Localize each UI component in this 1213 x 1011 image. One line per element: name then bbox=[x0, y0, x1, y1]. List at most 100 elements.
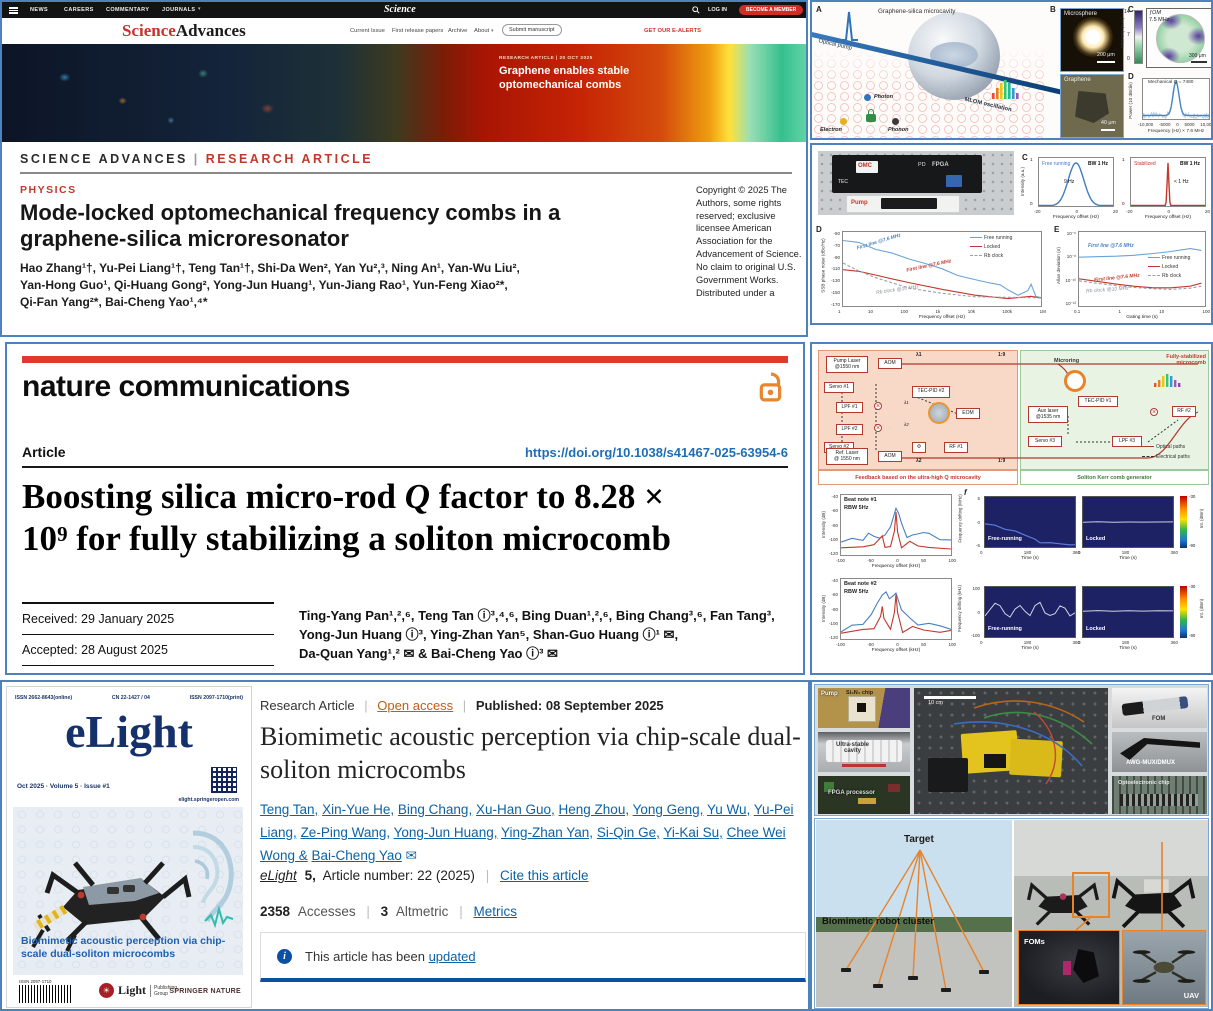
subnav-first-release[interactable]: First release papers bbox=[392, 28, 444, 34]
nav-item-news[interactable]: NEWS bbox=[30, 7, 49, 13]
title-line1: Mode-locked optomechanical frequency com… bbox=[20, 200, 561, 225]
authors-line1[interactable]: Hao Zhang¹†, Yu-Pei Liang¹†, Teng Tan¹†,… bbox=[20, 261, 520, 275]
author-link[interactable]: Xu-Han Guo, bbox=[475, 802, 555, 817]
nav-item-careers[interactable]: CAREERS bbox=[64, 7, 94, 13]
hexapod-robot-illustration bbox=[31, 861, 192, 952]
author-link[interactable]: Chee Wei Wong & bbox=[260, 825, 786, 863]
author-link[interactable]: Yi-Kai Su, bbox=[663, 825, 723, 840]
x-axis-label: Frequency offset (kHz) bbox=[871, 648, 921, 653]
author-link[interactable]: Bing Chang, bbox=[397, 802, 473, 817]
pump-module: Pump bbox=[846, 195, 960, 213]
altmetric-count: 3 bbox=[380, 904, 389, 919]
uav-inset-photo: UAV bbox=[1122, 930, 1206, 1005]
microcavity-icon bbox=[928, 402, 950, 424]
x-ticks: -20 0 20 bbox=[1126, 209, 1210, 214]
logo-advances[interactable]: Advances bbox=[175, 21, 246, 40]
become-member-button[interactable]: BECOME A MEMBER bbox=[739, 5, 804, 15]
control-board bbox=[832, 155, 982, 193]
omc-label: OMC bbox=[858, 163, 872, 169]
subnav-about[interactable]: About bbox=[474, 28, 490, 34]
chevron-down-icon: ▾ bbox=[198, 6, 201, 12]
cb-tick: -30 bbox=[1189, 584, 1196, 589]
lpf3-box: LPF #3 bbox=[1112, 436, 1142, 447]
nav-item-commentary[interactable]: COMMENTARY bbox=[106, 7, 150, 13]
section-label[interactable]: PHYSICS bbox=[20, 184, 77, 196]
authors-line3[interactable]: Da-Quan Yang¹,² ✉ & Bai-Cheng Yao ⓘ³ ✉ bbox=[299, 646, 558, 661]
panel-a-title: Graphene-silica microcavity bbox=[878, 8, 956, 15]
y-ticks: -40 -60 -80 -100 -120 bbox=[828, 578, 838, 640]
mixer-icon bbox=[1150, 408, 1158, 416]
oe-chip-label: Optoelectronic chip bbox=[1118, 780, 1170, 786]
lambda1-label: λ1 bbox=[916, 352, 922, 358]
nav-item-journals[interactable]: JOURNALS bbox=[162, 7, 196, 13]
author-link[interactable]: Heng Zhou, bbox=[558, 802, 630, 817]
author-link[interactable]: Ze-Ping Wang, bbox=[300, 825, 391, 840]
submit-manuscript-button[interactable]: Submit manuscript bbox=[502, 24, 562, 36]
author-link[interactable]: Teng Tan, bbox=[260, 802, 319, 817]
cite-this-article-link[interactable]: Cite this article bbox=[499, 868, 589, 883]
login-link[interactable]: LOG IN bbox=[708, 7, 727, 13]
divider bbox=[22, 466, 788, 468]
phase-noise-chart bbox=[842, 231, 1042, 307]
author-link[interactable]: Yong Geng, bbox=[632, 802, 704, 817]
cluster-label: Biomimetic robot cluster bbox=[822, 916, 934, 927]
figure-3: Pump Laser @1550 nm AOM Servo #1 LPF #1 … bbox=[810, 342, 1213, 675]
envelope-icon[interactable]: ✉ bbox=[405, 848, 417, 863]
doi-link[interactable]: https://doi.org/10.1038/s41467-025-63954… bbox=[524, 445, 788, 460]
science-logo[interactable]: Science bbox=[384, 4, 416, 15]
phi-box: Φ bbox=[912, 442, 926, 453]
cb-tick: -90 bbox=[1189, 633, 1196, 638]
author-link[interactable]: Yu Wu, bbox=[706, 802, 751, 817]
cover-site[interactable]: elight.springeropen.com bbox=[178, 797, 239, 803]
y-ticks: -50 -70 -90 -110 -130 -150 -170 bbox=[830, 231, 840, 307]
intensity-colorbar bbox=[1180, 496, 1187, 548]
pump-label: Pump bbox=[821, 691, 838, 697]
hero-caption-line2[interactable]: optomechanical combs bbox=[499, 79, 622, 91]
author-link[interactable]: Xin-Yue He, bbox=[322, 802, 395, 817]
nature-communications-logo[interactable]: nature communications bbox=[22, 370, 350, 403]
y-tick: 1 bbox=[1122, 157, 1125, 162]
author-link[interactable]: Bai-Cheng Yao bbox=[311, 848, 402, 863]
microsphere-photo-label: Microsphere bbox=[1064, 11, 1098, 17]
subnav-archive[interactable]: Archive bbox=[448, 28, 468, 34]
author-link[interactable]: Yu-Pei Liang, bbox=[260, 802, 794, 840]
author-link[interactable]: Si-Qin Ge, bbox=[596, 825, 660, 840]
graphene-photo-label: Graphene bbox=[1064, 77, 1091, 83]
author-link[interactable]: Yong-Jun Huang, bbox=[393, 825, 498, 840]
article-title: Mode-locked optomechanical frequency com… bbox=[20, 200, 670, 252]
y-ticks: -40 -60 -80 -100 -120 bbox=[828, 494, 838, 556]
panel-b-label: B bbox=[1050, 5, 1056, 14]
open-access-link[interactable]: Open access bbox=[377, 698, 454, 713]
figure-1: A Graphene-silica microcavity Optical pu… bbox=[810, 0, 1213, 140]
author-link[interactable]: Ying-Zhan Yan, bbox=[500, 825, 594, 840]
intensity-colorbar bbox=[1134, 10, 1143, 64]
cb-tick: -90 bbox=[1189, 543, 1196, 548]
issn-online: ISSN 2662-8643(online) bbox=[15, 695, 73, 701]
divider bbox=[20, 172, 792, 174]
authors-line3[interactable]: Qi-Fan Yang²*, Bai-Cheng Yao¹,⁴* bbox=[20, 295, 208, 309]
breadcrumb-divider: | bbox=[193, 152, 200, 166]
mode-profile-circle bbox=[1156, 14, 1205, 63]
metrics-link[interactable]: Metrics bbox=[473, 904, 517, 919]
authors-line2[interactable]: Yong-Jun Huang ⓘ³, Ying-Zhan Yan⁵, Shan-… bbox=[299, 627, 679, 642]
search-icon[interactable] bbox=[692, 6, 700, 14]
fom-photo: FOM bbox=[1112, 688, 1207, 728]
author-list: Ting-Yang Pan¹,²,⁶, Teng Tan ⓘ³,⁴,⁶, Bin… bbox=[299, 606, 799, 663]
authors-line1[interactable]: Ting-Yang Pan¹,²,⁶, Teng Tan ⓘ³,⁴,⁶, Bin… bbox=[299, 608, 775, 623]
x-ticks: -100 -50 0 50 100 bbox=[836, 642, 956, 647]
e-alerts-link[interactable]: GET OUR E-ALERTS bbox=[644, 28, 702, 34]
graphene-photo: Graphene 40 μm bbox=[1060, 74, 1124, 138]
phonon-label: Phonon bbox=[888, 127, 909, 133]
hero-caption-line1[interactable]: Graphene enables stable bbox=[499, 65, 630, 77]
journal-link[interactable]: eLight bbox=[260, 868, 297, 883]
authors-line2[interactable]: Yan-Hong Guo¹, Qi-Huang Gong², Yong-Jun … bbox=[20, 278, 508, 292]
logo-science[interactable]: Science bbox=[122, 21, 176, 40]
updated-link[interactable]: updated bbox=[428, 949, 476, 964]
subnav-current-issue[interactable]: Current Issue bbox=[350, 28, 385, 34]
microsphere-glow bbox=[1073, 17, 1113, 57]
hamburger-menu-icon[interactable] bbox=[9, 6, 18, 14]
barcode bbox=[19, 985, 71, 1003]
article-title: Boosting silica micro-rod Q factor to 8.… bbox=[22, 477, 671, 558]
graphene-flake bbox=[1075, 91, 1109, 123]
y-tick: 0 bbox=[1122, 201, 1125, 206]
